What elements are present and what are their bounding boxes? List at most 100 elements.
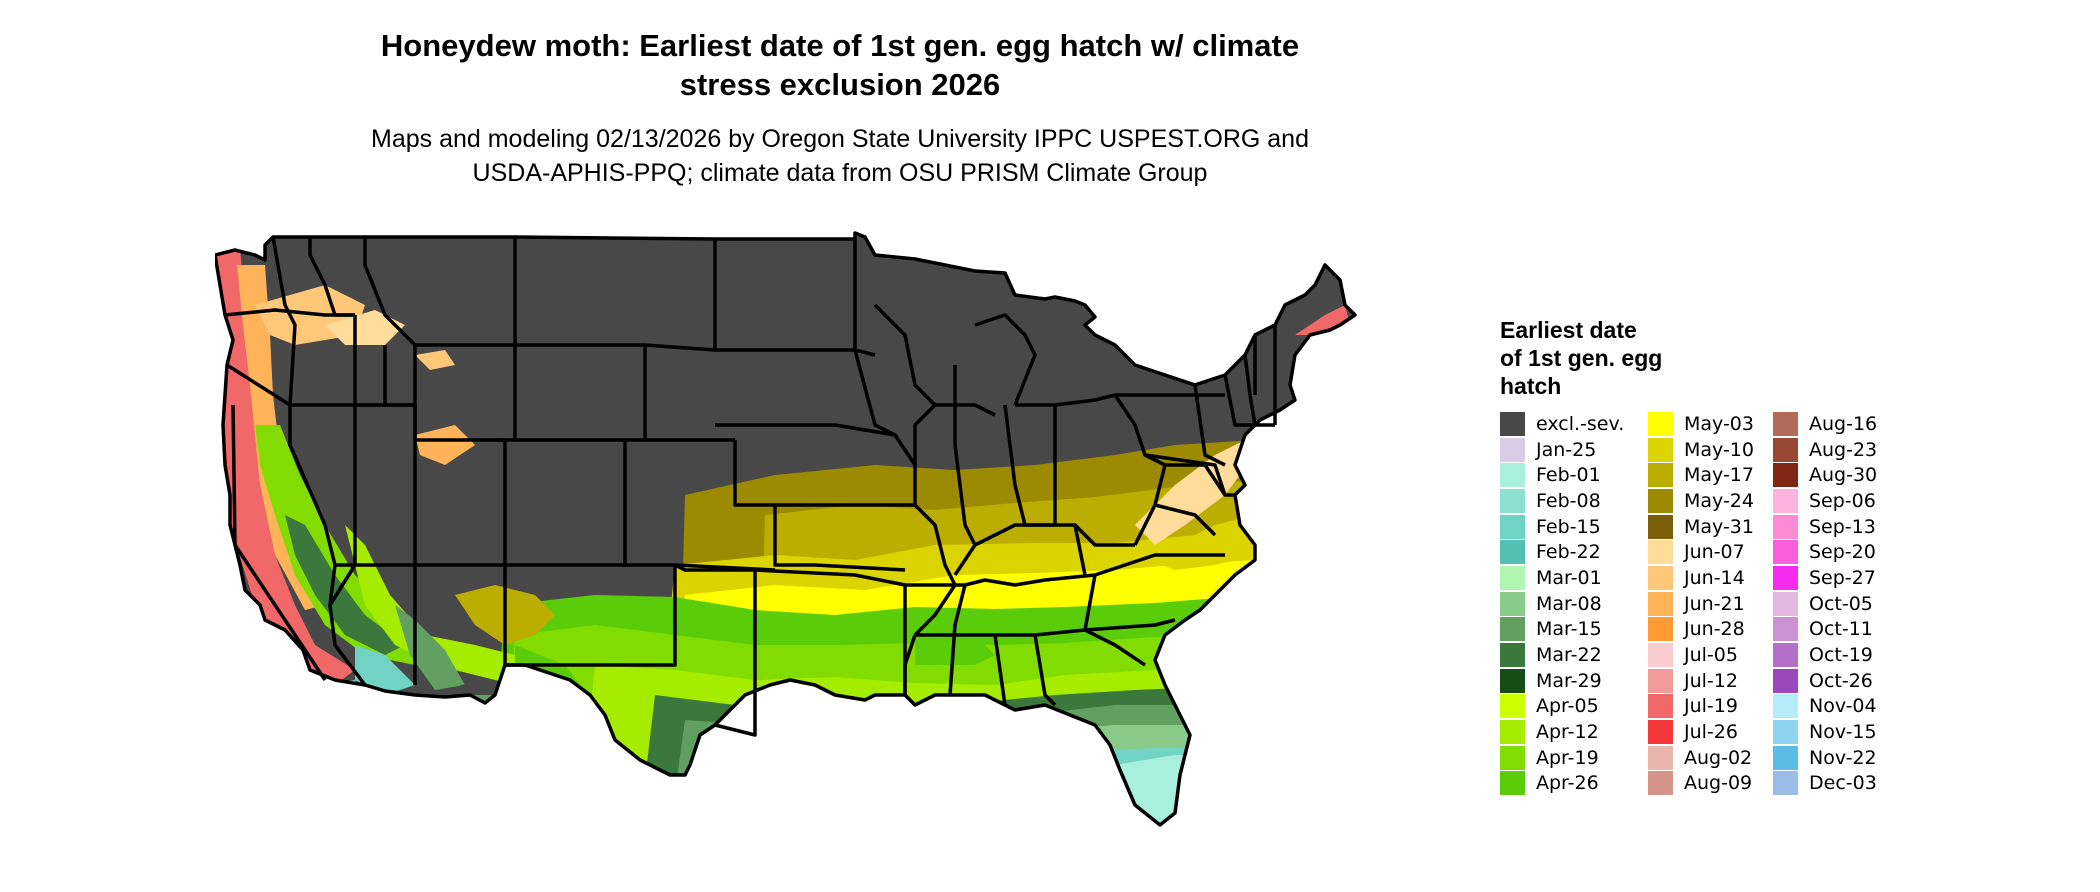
legend-swatch [1648, 617, 1673, 642]
legend-swatch [1648, 771, 1673, 796]
legend-item: Jul-12 [1648, 668, 1754, 694]
legend-label: Mar-22 [1536, 644, 1602, 667]
map-subtitle-line-1: Maps and modeling 02/13/2026 by Oregon S… [371, 125, 1309, 153]
legend-swatch [1648, 411, 1673, 436]
legend-label: May-10 [1684, 438, 1754, 461]
legend-item: Mar-08 [1500, 591, 1624, 617]
legend-label: Jun-28 [1684, 618, 1745, 641]
legend-label: Mar-01 [1536, 566, 1602, 589]
legend-swatch [1648, 540, 1673, 565]
legend-item: Mar-01 [1500, 565, 1624, 591]
legend-item: Jun-28 [1648, 617, 1754, 643]
legend-swatch [1773, 668, 1798, 693]
legend-swatch [1648, 591, 1673, 616]
legend-label: Jun-07 [1684, 541, 1745, 564]
legend-item: Apr-12 [1500, 719, 1624, 745]
legend-label: Jul-19 [1684, 695, 1738, 718]
legend-label: Apr-05 [1536, 695, 1599, 718]
legend-swatch [1773, 411, 1798, 436]
legend-swatch [1500, 643, 1525, 668]
legend-title: Earliest date of 1st gen. egg hatch [1500, 316, 1730, 400]
legend-swatch [1648, 720, 1673, 745]
legend-swatch [1773, 437, 1798, 462]
legend-swatch [1648, 643, 1673, 668]
legend-label: excl.-sev. [1536, 412, 1625, 435]
legend-swatch [1773, 771, 1798, 796]
legend-label: Aug-23 [1809, 438, 1878, 461]
legend-item: Mar-15 [1500, 617, 1624, 643]
legend-label: Jan-25 [1536, 438, 1597, 461]
legend-swatch [1773, 488, 1798, 513]
legend-item: Oct-11 [1773, 617, 1877, 643]
legend-swatch [1648, 463, 1673, 488]
legend-swatch [1773, 565, 1798, 590]
legend-label: Jul-26 [1684, 721, 1738, 744]
legend-label: Feb-01 [1536, 464, 1601, 487]
legend-title-line-2: of 1st gen. egg [1500, 345, 1663, 371]
legend-item: Nov-22 [1773, 745, 1877, 771]
legend-label: Aug-02 [1684, 746, 1753, 769]
legend-swatch [1500, 540, 1525, 565]
legend-item: Apr-19 [1500, 745, 1624, 771]
legend-label: Sep-13 [1809, 515, 1876, 538]
legend-label: May-03 [1684, 412, 1754, 435]
legend-swatch [1773, 591, 1798, 616]
legend-column-2: May-03 May-10 May-17 May-24 May-31 Jun-0… [1648, 411, 1754, 796]
us-map [215, 231, 1357, 827]
legend-item: Aug-23 [1773, 437, 1877, 463]
legend-label: Oct-19 [1809, 644, 1873, 667]
legend-item: Sep-20 [1773, 539, 1877, 565]
legend-swatch [1500, 745, 1525, 770]
legend-item: Feb-22 [1500, 539, 1624, 565]
legend-swatch [1500, 694, 1525, 719]
legend-item: Jul-19 [1648, 694, 1754, 720]
legend-item: Nov-04 [1773, 694, 1877, 720]
legend-item: May-24 [1648, 488, 1754, 514]
legend-item: Sep-06 [1773, 488, 1877, 514]
legend-item: excl.-sev. [1500, 411, 1624, 437]
legend-label: Apr-19 [1536, 746, 1599, 769]
legend-swatch [1500, 463, 1525, 488]
legend-swatch [1773, 617, 1798, 642]
legend-item: Jun-21 [1648, 591, 1754, 617]
legend-label: Mar-08 [1536, 592, 1602, 615]
legend-label: Oct-05 [1809, 592, 1873, 615]
legend-item: May-03 [1648, 411, 1754, 437]
legend-item: Mar-22 [1500, 642, 1624, 668]
map-title-line-1: Honeydew moth: Earliest date of 1st gen.… [380, 28, 1300, 63]
legend-label: Mar-29 [1536, 669, 1602, 692]
legend-swatch [1648, 488, 1673, 513]
legend-label: Jul-05 [1684, 644, 1738, 667]
legend-item: Aug-02 [1648, 745, 1754, 771]
map-subtitle-line-2: USDA-APHIS-PPQ; climate data from OSU PR… [472, 159, 1208, 187]
legend-label: Apr-12 [1536, 721, 1599, 744]
map-subtitle: Maps and modeling 02/13/2026 by Oregon S… [300, 122, 1380, 190]
legend-item: Aug-30 [1773, 462, 1877, 488]
legend-item: Aug-09 [1648, 771, 1754, 797]
legend-item: May-31 [1648, 514, 1754, 540]
legend-item: Feb-15 [1500, 514, 1624, 540]
legend-swatch [1500, 411, 1525, 436]
legend-label: Nov-22 [1809, 746, 1877, 769]
legend-label: May-17 [1684, 464, 1754, 487]
legend-label: Aug-09 [1684, 772, 1753, 795]
legend-item: Apr-26 [1500, 771, 1624, 797]
legend-swatch [1500, 488, 1525, 513]
legend-swatch [1500, 565, 1525, 590]
legend-swatch [1500, 514, 1525, 539]
legend-label: May-24 [1684, 489, 1754, 512]
legend-swatch [1773, 540, 1798, 565]
legend-label: Aug-30 [1809, 464, 1878, 487]
legend-label: Nov-04 [1809, 695, 1877, 718]
legend-item: Sep-27 [1773, 565, 1877, 591]
legend-swatch [1648, 437, 1673, 462]
legend-column-1: excl.-sev. Jan-25 Feb-01 Feb-08 Feb-15 F… [1500, 411, 1624, 796]
legend-swatch [1648, 745, 1673, 770]
legend-item: Sep-13 [1773, 514, 1877, 540]
legend-swatch [1648, 565, 1673, 590]
legend-item: May-10 [1648, 437, 1754, 463]
legend-swatch [1500, 437, 1525, 462]
legend-item: Oct-26 [1773, 668, 1877, 694]
legend-item: Oct-19 [1773, 642, 1877, 668]
legend-label: Dec-03 [1809, 772, 1877, 795]
